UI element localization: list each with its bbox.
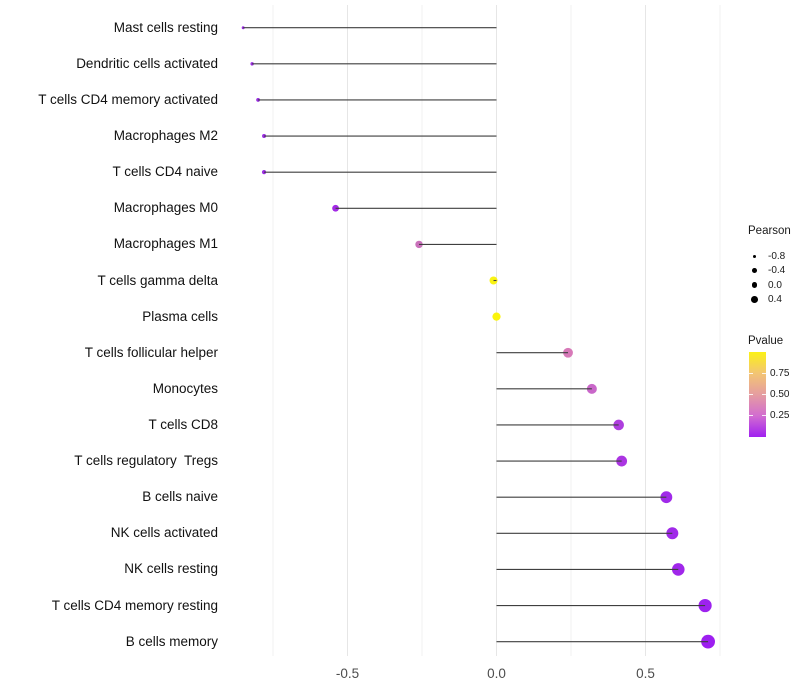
y-axis-label: NK cells resting: [124, 561, 218, 577]
legend-size-dot-wrap: [748, 296, 761, 304]
legend-size-label: 0.4: [768, 294, 782, 306]
legend-size-entry: 0.0: [748, 278, 800, 293]
legend-size-dot-wrap: [748, 282, 761, 289]
legend-size-entry: 0.4: [748, 293, 800, 308]
pearson-size-legend: -0.8 -0.4 0.0 0.4: [748, 249, 800, 307]
y-axis-label: Macrophages M0: [113, 200, 218, 216]
lollipop-point: [492, 312, 501, 321]
pvalue-tick-label: 0.25: [770, 410, 790, 422]
legend-size-label: -0.8: [768, 250, 786, 262]
colorbar-tick: [762, 415, 766, 417]
y-axis-label: T cells CD4 naive: [112, 164, 218, 180]
pearson-legend-title: Pearson: [748, 225, 791, 237]
legend-size-dot: [751, 282, 758, 289]
x-axis-tick-label: 0.5: [636, 666, 655, 681]
legend-size-dot: [751, 296, 758, 304]
legend-size-dot: [752, 268, 757, 274]
legend-size-dot-wrap: [748, 268, 761, 274]
colorbar-tick: [749, 415, 753, 417]
y-axis-label: T cells regulatory Tregs: [74, 453, 218, 469]
lollipop-point: [415, 240, 423, 249]
y-axis-label: Mast cells resting: [113, 19, 218, 35]
y-axis-label: Monocytes: [152, 380, 218, 396]
colorbar-tick: [749, 372, 753, 374]
y-axis-label: Macrophages M1: [113, 236, 218, 252]
legend: Pearson -0.8 -0.4 0.0 0.4 Pvalue 0.75 0.50 0.…: [748, 0, 800, 700]
pvalue-tick-label: 0.50: [770, 389, 790, 400]
legend-size-entry: -0.4: [748, 264, 800, 279]
pvalue-tick-labels: 0.75 0.50 0.25: [748, 352, 800, 437]
y-axis-label: T cells CD8: [148, 416, 218, 432]
y-axis-label: NK cells activated: [110, 525, 218, 541]
pvalue-tick-label: 0.75: [770, 367, 790, 379]
y-axis-label: Macrophages M2: [113, 128, 218, 144]
y-axis-label: T cells follicular helper: [84, 344, 218, 360]
legend-size-dot: [752, 254, 757, 258]
y-axis-label: T cells CD4 memory resting: [51, 597, 218, 613]
legend-size-label: -0.4: [768, 265, 786, 277]
y-axis-label: T cells gamma delta: [97, 272, 218, 288]
legend-size-entry: -0.8: [748, 249, 800, 264]
y-axis-label: Dendritic cells activated: [76, 55, 218, 71]
y-axis-label: B cells memory: [125, 633, 218, 649]
y-axis-label: B cells naive: [142, 489, 218, 505]
colorbar-tick: [749, 394, 753, 395]
x-axis-tick-label: 0.0: [487, 666, 506, 681]
x-axis-tick-label: -0.5: [335, 666, 360, 681]
legend-size-label: 0.0: [768, 279, 782, 291]
pvalue-legend-title: Pvalue: [748, 335, 784, 347]
y-axis-label: T cells CD4 memory activated: [38, 91, 218, 107]
pvalue-gradient-bar: [749, 352, 766, 437]
colorbar-tick: [762, 394, 766, 395]
legend-size-dot-wrap: [748, 254, 761, 258]
y-axis-label: Plasma cells: [142, 308, 218, 324]
colorbar-tick: [762, 372, 766, 374]
